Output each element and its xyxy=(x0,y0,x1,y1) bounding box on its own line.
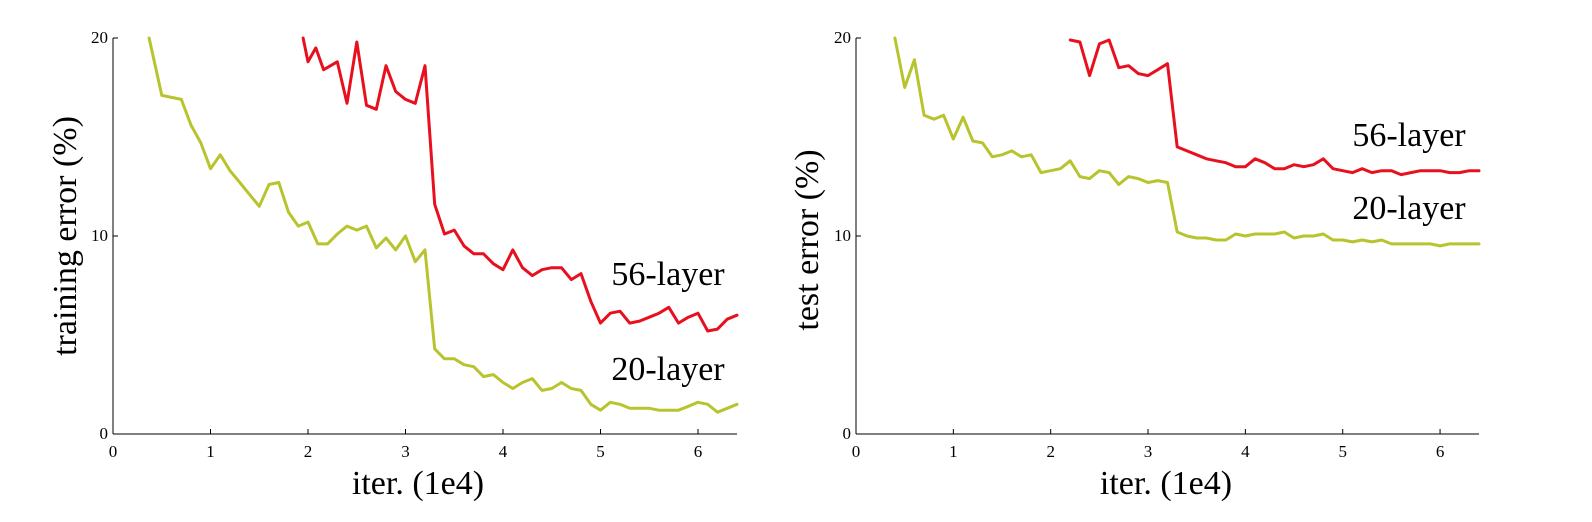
x-tick-label: 6 xyxy=(1436,442,1445,461)
x-tick-label: 0 xyxy=(109,442,118,461)
y-tick-label: 0 xyxy=(100,424,109,443)
series-label: 56-layer xyxy=(1352,117,1466,154)
y-tick-label: 0 xyxy=(843,424,852,443)
series-label: 20-layer xyxy=(611,351,725,388)
x-tick-label: 2 xyxy=(1046,442,1055,461)
x-axis-title: iter. (1e4) xyxy=(1100,465,1232,502)
y-tick-label: 10 xyxy=(91,226,108,245)
y-tick-label: 20 xyxy=(91,28,108,47)
x-tick-label: 3 xyxy=(1144,442,1153,461)
x-tick-label: 6 xyxy=(694,442,703,461)
y-tick-label: 10 xyxy=(834,226,851,245)
series-label: 56-layer xyxy=(611,256,725,293)
y-tick-label: 20 xyxy=(834,28,851,47)
series-line-56-layer xyxy=(301,36,739,333)
x-tick-label: 2 xyxy=(304,442,313,461)
x-tick-label: 4 xyxy=(499,442,508,461)
series-line-20-layer xyxy=(147,36,739,414)
x-tick-label: 5 xyxy=(1338,442,1347,461)
x-tick-label: 1 xyxy=(206,442,215,461)
test-error-plot: 0 1 2 3 4 5 6 0 10 20 56-layer 20-layer iter. (1e4) t… xyxy=(789,28,1481,502)
series-line-56-layer xyxy=(1068,38,1481,177)
x-tick-label: 5 xyxy=(596,442,605,461)
x-axis-title: iter. (1e4) xyxy=(352,465,484,502)
x-tick-label: 4 xyxy=(1241,442,1250,461)
x-tick-label: 1 xyxy=(949,442,958,461)
y-axis-title: training error (%) xyxy=(47,116,84,356)
series-label: 20-layer xyxy=(1352,190,1466,227)
training-error-plot: 0 1 2 3 4 5 6 0 10 20 56-layer 20-layer iter. (1e4) t… xyxy=(47,28,739,502)
y-axis-title: test error (%) xyxy=(789,149,826,330)
x-tick-label: 0 xyxy=(852,442,861,461)
series-line-20-layer xyxy=(893,36,1481,248)
x-tick-label: 3 xyxy=(401,442,410,461)
